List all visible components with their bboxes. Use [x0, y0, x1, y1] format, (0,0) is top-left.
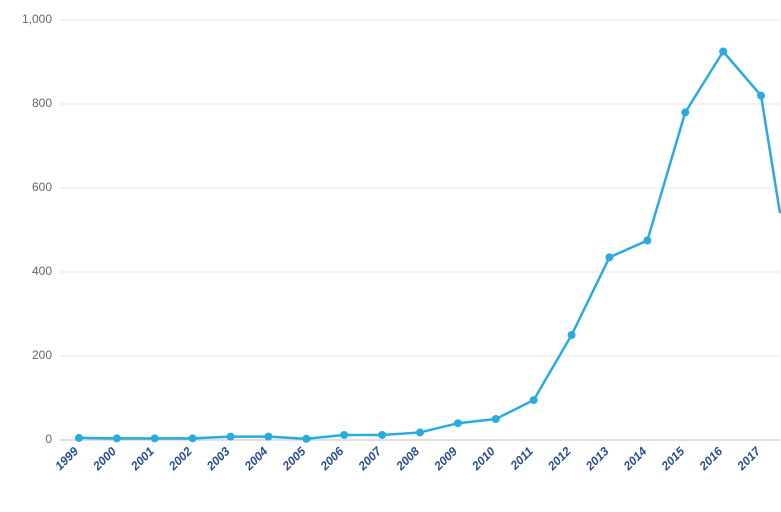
- x-tick-label: 2004: [241, 444, 271, 474]
- data-point[interactable]: [492, 415, 500, 423]
- x-tick-label: 2010: [468, 444, 498, 474]
- data-point[interactable]: [568, 331, 576, 339]
- data-point[interactable]: [378, 431, 386, 439]
- x-tick-label: 2012: [544, 444, 574, 474]
- x-tick-label: 2009: [431, 444, 461, 474]
- y-tick-label: 0: [45, 432, 52, 446]
- x-tick-label: 2013: [582, 444, 612, 474]
- x-tick-label: 2002: [165, 444, 195, 474]
- data-point[interactable]: [113, 434, 121, 442]
- data-point[interactable]: [530, 396, 538, 404]
- series-line: [79, 52, 780, 439]
- data-point[interactable]: [302, 435, 310, 443]
- x-tick-label: 2014: [620, 444, 650, 474]
- x-tick-label: 1999: [52, 444, 81, 473]
- x-tick-label: 2005: [279, 444, 309, 474]
- data-point[interactable]: [151, 434, 159, 442]
- data-point[interactable]: [719, 48, 727, 56]
- x-tick-label: 2008: [393, 444, 423, 474]
- x-tick-label: 2001: [127, 444, 157, 474]
- data-point[interactable]: [454, 419, 462, 427]
- data-point[interactable]: [340, 431, 348, 439]
- x-tick-label: 2011: [507, 444, 536, 473]
- y-tick-label: 200: [32, 348, 52, 362]
- x-tick-label: 2006: [317, 444, 347, 474]
- x-tick-label: 2015: [658, 444, 688, 474]
- data-point[interactable]: [757, 92, 765, 100]
- x-tick-label: 2003: [203, 444, 233, 474]
- x-tick-label: 2007: [355, 443, 385, 473]
- data-point[interactable]: [264, 433, 272, 441]
- x-tick-label: 2016: [696, 444, 726, 474]
- x-tick-label: 2000: [89, 444, 119, 474]
- data-point[interactable]: [227, 433, 235, 441]
- y-tick-label: 800: [32, 96, 52, 110]
- data-point[interactable]: [416, 428, 424, 436]
- x-tick-label: 2017: [734, 443, 764, 473]
- data-point[interactable]: [605, 253, 613, 261]
- y-tick-label: 600: [32, 180, 52, 194]
- data-point[interactable]: [189, 434, 197, 442]
- y-tick-label: 1,000: [22, 12, 52, 26]
- y-tick-label: 400: [32, 264, 52, 278]
- line-chart: 0 200 400 600 800 1,000 1999 2000 2001 2002 2003 20…: [0, 0, 781, 512]
- chart-svg: 0 200 400 600 800 1,000 1999 2000 2001 2002 2003 20…: [0, 0, 781, 512]
- data-point[interactable]: [643, 237, 651, 245]
- data-point[interactable]: [75, 434, 83, 442]
- data-point[interactable]: [681, 108, 689, 116]
